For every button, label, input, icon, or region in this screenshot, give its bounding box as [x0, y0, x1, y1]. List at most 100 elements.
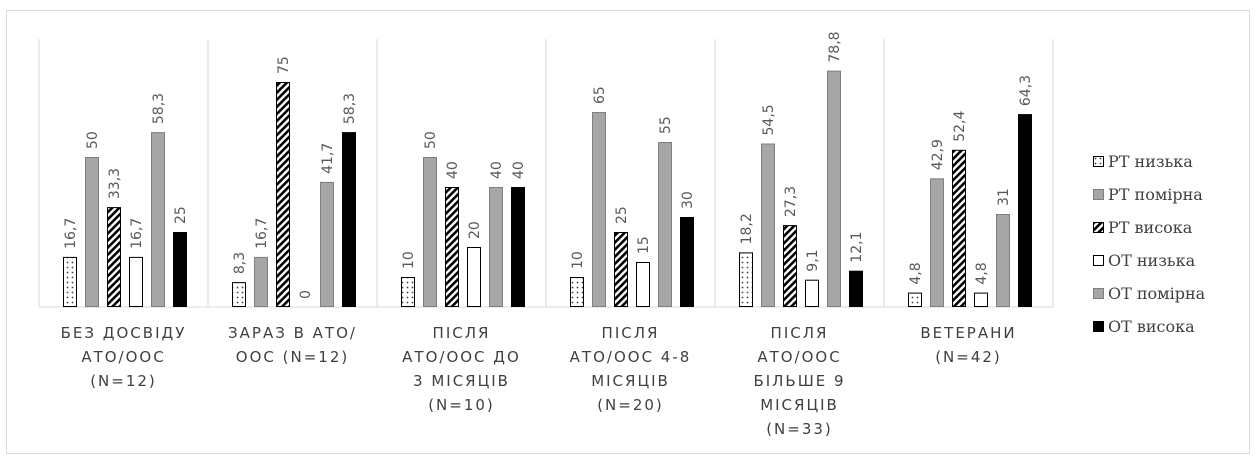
bar [783, 225, 797, 308]
legend-label: ОТ низька [1108, 251, 1196, 270]
bar [151, 132, 165, 307]
bar-value-label: 16,7 [129, 218, 145, 249]
category-label: ООС (N=12) [236, 348, 349, 366]
legend-swatch [1093, 321, 1104, 332]
bar [952, 149, 966, 307]
bar-value-label: 27,3 [783, 186, 799, 217]
bar [805, 279, 819, 308]
category-label: 3 МІСЯЦІВ [413, 372, 510, 390]
legend-label: РТ помірна [1108, 185, 1203, 204]
category-label: (N=12) [90, 372, 157, 390]
bar [680, 217, 694, 307]
bar-value-label: 58,3 [342, 93, 358, 124]
bar-value-label: 40 [445, 161, 461, 179]
legend-item: ОТ низька [1093, 244, 1205, 277]
bar [423, 157, 437, 307]
legend-item: ОТ висока [1093, 310, 1205, 343]
legend-item: ОТ помірна [1093, 277, 1205, 310]
legend-swatch [1093, 288, 1104, 299]
legend-label: РТ низька [1108, 152, 1193, 171]
category-label: АТО/ООС 4-8 [570, 348, 692, 366]
category-label: БІЛЬШЕ 9 [753, 372, 845, 390]
bar [849, 270, 863, 308]
bar-value-label: 0 [298, 290, 314, 299]
category-label: АТО/ООС [757, 348, 841, 366]
bar [342, 132, 356, 307]
category-label: ЗАРАЗ В АТО/ [228, 324, 357, 342]
bar-value-label: 64,3 [1018, 75, 1034, 106]
bar-value-label: 20 [467, 221, 483, 239]
bar-chart: 16,7 50 33,3 16,7 58,3 25 8,3 16,7 75 0 41,7 58,3 10… [38, 31, 1054, 438]
legend: РТ низька РТ помірна РТ висока ОТ низька ОТ … [1093, 145, 1205, 343]
bar-value-label: 4,8 [908, 262, 924, 284]
bar-value-label: 42,9 [930, 139, 946, 170]
bar [570, 277, 584, 307]
bar-value-label: 9,1 [805, 249, 821, 271]
category-label: АТО/ООС [81, 348, 165, 366]
category-label: (N=42) [935, 348, 1002, 366]
category-label: (N=10) [428, 396, 495, 414]
bar-value-label: 78,8 [827, 31, 843, 62]
category-label: ВЕТЕРАНИ [920, 324, 1016, 342]
bar-value-label: 40 [489, 161, 505, 179]
bar [908, 292, 922, 308]
bar-value-label: 8,3 [232, 252, 248, 274]
bar [996, 214, 1010, 307]
bar [739, 252, 753, 307]
category-label: ПІСЛЯ [433, 324, 491, 342]
bar-value-label: 41,7 [320, 143, 336, 174]
bar-value-label: 31 [996, 188, 1012, 206]
bar [827, 70, 841, 307]
bar [401, 277, 415, 307]
bar [511, 187, 525, 307]
bar-value-label: 50 [85, 131, 101, 149]
bar [614, 232, 628, 307]
bar-value-label: 4,8 [974, 262, 990, 284]
bar [276, 82, 290, 307]
category-label: ПІСЛЯ [771, 324, 829, 342]
bar-value-label: 25 [614, 206, 630, 224]
category-label: (N=33) [766, 420, 833, 438]
bar-value-label: 58,3 [151, 93, 167, 124]
bar-value-label: 25 [173, 206, 189, 224]
legend-item: РТ низька [1093, 145, 1205, 178]
bar [761, 143, 775, 307]
bar [489, 187, 503, 307]
bar [63, 256, 77, 307]
bar-value-label: 33,3 [107, 168, 123, 199]
bar [1018, 114, 1032, 307]
legend-item: РТ висока [1093, 211, 1205, 244]
bar-value-label: 65 [592, 86, 608, 104]
bar-value-label: 10 [401, 251, 417, 269]
category-label: МІСЯЦІВ [760, 396, 839, 414]
bar-value-label: 16,7 [254, 218, 270, 249]
bar [445, 187, 459, 307]
bar [232, 282, 246, 308]
bar [85, 157, 99, 307]
bar [930, 178, 944, 307]
category-label: МІСЯЦІВ [591, 372, 670, 390]
bar-value-label: 10 [570, 251, 586, 269]
bar [658, 142, 672, 307]
bar [636, 262, 650, 307]
category-label: АТО/ООС ДО [402, 348, 521, 366]
bar [320, 181, 334, 307]
bar [974, 292, 988, 308]
bar [129, 256, 143, 307]
bar-value-label: 50 [423, 131, 439, 149]
category-label: (N=20) [597, 396, 664, 414]
bar-value-label: 30 [680, 191, 696, 209]
legend-swatch [1093, 189, 1104, 200]
bar [467, 247, 481, 307]
bar [173, 232, 187, 307]
legend-label: ОТ висока [1108, 317, 1195, 336]
bar-value-label: 18,2 [739, 213, 755, 244]
bar-value-label: 55 [658, 116, 674, 134]
bar-value-label: 75 [276, 56, 292, 74]
legend-swatch [1093, 156, 1104, 167]
legend-label: РТ висока [1108, 218, 1193, 237]
category-label: ПІСЛЯ [602, 324, 660, 342]
bar-value-label: 16,7 [63, 218, 79, 249]
bar-value-label: 40 [511, 161, 527, 179]
bar-value-label: 15 [636, 236, 652, 254]
